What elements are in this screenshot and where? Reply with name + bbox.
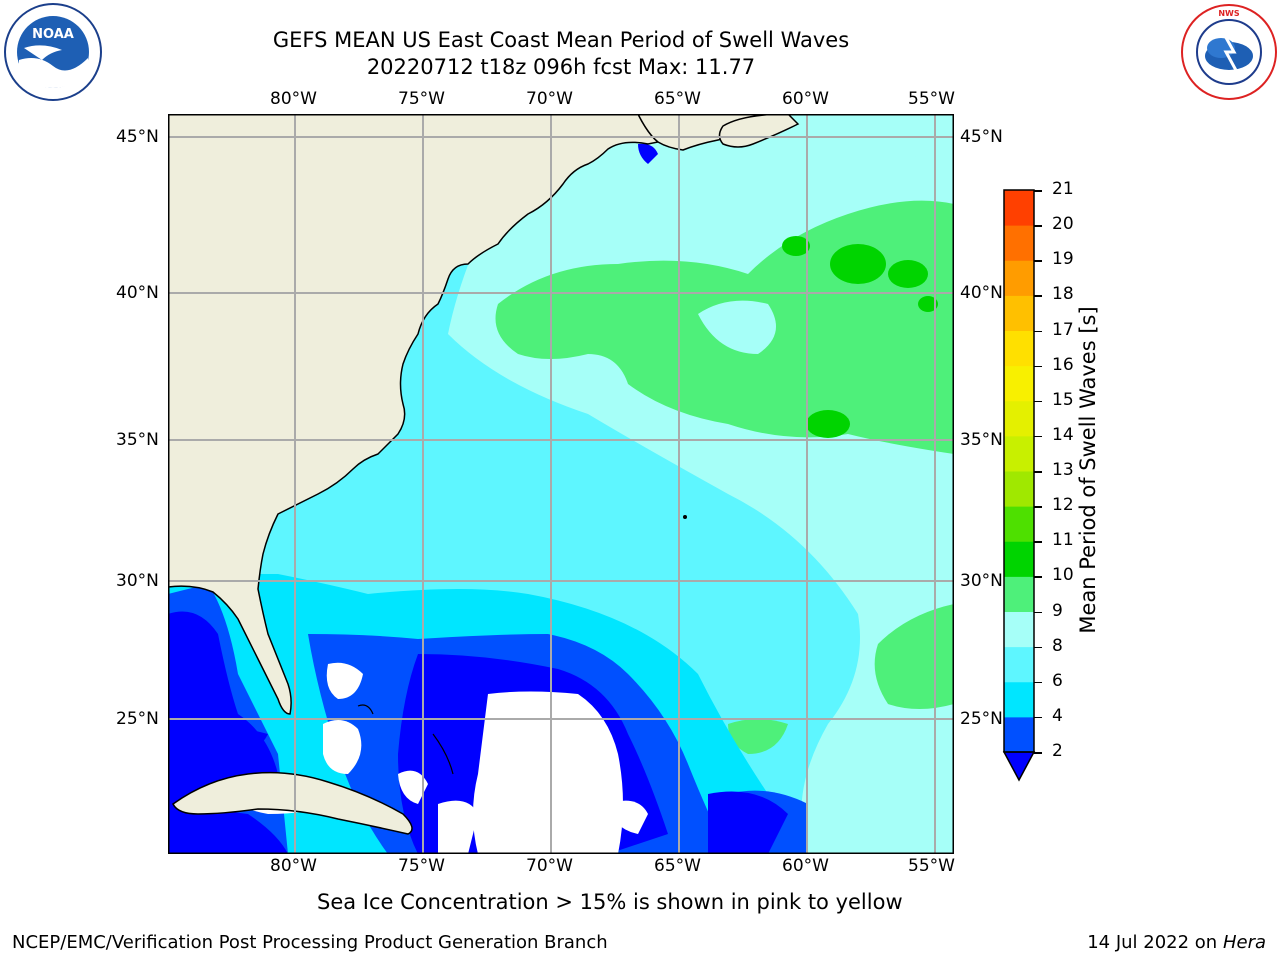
colorbar-tick-mark xyxy=(1034,260,1042,262)
colorbar-tick-label: 17 xyxy=(1052,319,1074,340)
date-stamp: 14 Jul 2022 on Hera xyxy=(1087,932,1266,953)
colorbar-bin xyxy=(1004,681,1034,718)
colorbar-tick-label: 18 xyxy=(1052,284,1074,305)
colorbar-ticks: 2 4 6 8 9 10 11 12 13 14 15 16 17 18 19 20 21 xyxy=(1034,0,1112,960)
colorbar-extend-arrow xyxy=(1002,751,1036,782)
lon-label-top: 55°W xyxy=(908,89,955,109)
colorbar-bin xyxy=(1004,400,1034,437)
colorbar-bin xyxy=(1004,295,1034,331)
lat-label-right: 25°N xyxy=(960,709,1003,729)
colorbar-tick-mark xyxy=(1034,716,1042,719)
lon-label-bottom: 70°W xyxy=(526,856,573,876)
lon-label-bottom: 65°W xyxy=(654,856,701,876)
colorbar xyxy=(1000,186,1040,786)
colorbar-bin xyxy=(1004,716,1034,753)
colorbar-bin xyxy=(1004,471,1034,507)
colorbar-tick-mark xyxy=(1034,611,1042,613)
colorbar-tick-mark xyxy=(1034,400,1042,403)
colorbar-tick-label: 12 xyxy=(1052,495,1074,516)
colorbar-label: Mean Period of Swell Waves [s] xyxy=(1076,306,1100,634)
colorbar-bin xyxy=(1004,190,1034,226)
lon-label-top: 65°W xyxy=(654,89,701,109)
colorbar-tick-label: 16 xyxy=(1052,354,1074,375)
lon-label-top: 80°W xyxy=(270,89,317,109)
colorbar-bin xyxy=(1004,225,1034,261)
colorbar-tick-label: 10 xyxy=(1052,565,1074,586)
map-title: GEFS MEAN US East Coast Mean Period of S… xyxy=(272,28,850,52)
colorbar-tick-mark xyxy=(1034,471,1042,473)
lat-label-left: 30°N xyxy=(116,571,159,591)
colorbar-bin xyxy=(1004,646,1034,683)
date-text: 14 Jul 2022 on xyxy=(1087,932,1223,953)
lon-label-top: 70°W xyxy=(526,89,573,109)
lon-label-top: 60°W xyxy=(782,89,829,109)
colorbar-tick-mark xyxy=(1034,576,1042,578)
lat-label-right: 40°N xyxy=(960,283,1003,303)
colorbar-tick-mark xyxy=(1034,190,1042,192)
colorbar-tick-mark xyxy=(1034,295,1042,297)
lon-label-bottom: 60°W xyxy=(782,856,829,876)
colorbar-tick-label: 11 xyxy=(1052,530,1074,551)
noaa-logo: NOAA xyxy=(2,2,104,102)
colorbar-tick-label: 15 xyxy=(1052,389,1074,410)
colorbar-tick-mark xyxy=(1034,330,1042,332)
lat-label-left: 35°N xyxy=(116,430,159,450)
host-text: Hera xyxy=(1222,932,1266,953)
colorbar-tick-mark xyxy=(1034,681,1042,684)
colorbar-bin xyxy=(1004,541,1034,577)
colorbar-tick-label: 21 xyxy=(1052,179,1074,199)
colorbar-tick-label: 13 xyxy=(1052,460,1074,480)
colorbar-tick-label: 2 xyxy=(1052,741,1063,761)
nws-logo: NWS xyxy=(1178,2,1280,102)
colorbar-tick-mark xyxy=(1034,752,1042,754)
colorbar-bin xyxy=(1004,435,1034,472)
colorbar-tick-mark xyxy=(1034,435,1042,438)
colorbar-bin xyxy=(1004,260,1034,296)
colorbar-tick-mark xyxy=(1034,541,1042,543)
map-subtitle: 20220712 t18z 096h fcst Max: 11.77 xyxy=(366,55,756,79)
sea-ice-note: Sea Ice Concentration > 15% is shown in … xyxy=(317,890,903,914)
colorbar-bin xyxy=(1004,330,1034,367)
colorbar-bin xyxy=(1004,506,1034,542)
map-panel xyxy=(167,113,954,854)
colorbar-tick-label: 14 xyxy=(1052,424,1074,445)
lon-label-bottom: 75°W xyxy=(398,856,445,876)
lon-label-top: 75°W xyxy=(398,89,445,109)
colorbar-tick-label: 4 xyxy=(1052,705,1063,726)
colorbar-tick-label: 6 xyxy=(1052,670,1063,691)
colorbar-tick-label: 8 xyxy=(1052,635,1063,656)
colorbar-tick-label: 9 xyxy=(1052,600,1063,621)
lat-label-left: 40°N xyxy=(116,283,159,303)
lat-label-right: 30°N xyxy=(960,571,1003,591)
colorbar-bin xyxy=(1004,611,1034,648)
colorbar-tick-mark xyxy=(1034,506,1042,508)
lon-label-bottom: 80°W xyxy=(270,856,317,876)
lat-label-right: 45°N xyxy=(960,127,1003,147)
colorbar-tick-mark xyxy=(1034,646,1042,649)
lat-label-left: 25°N xyxy=(116,709,159,729)
lon-label-bottom: 55°W xyxy=(908,856,955,876)
colorbar-bin xyxy=(1004,365,1034,402)
svg-text:NWS: NWS xyxy=(1218,9,1240,18)
credit-text: NCEP/EMC/Verification Post Processing Pr… xyxy=(12,932,608,953)
colorbar-tick-label: 19 xyxy=(1052,249,1074,270)
noaa-logo-text: NOAA xyxy=(32,27,74,42)
colorbar-tick-mark xyxy=(1034,365,1042,368)
colorbar-bin xyxy=(1004,576,1034,612)
lat-label-right: 35°N xyxy=(960,430,1003,450)
lat-label-left: 45°N xyxy=(116,127,159,147)
colorbar-tick-mark xyxy=(1034,225,1042,227)
colorbar-tick-label: 20 xyxy=(1052,214,1074,235)
